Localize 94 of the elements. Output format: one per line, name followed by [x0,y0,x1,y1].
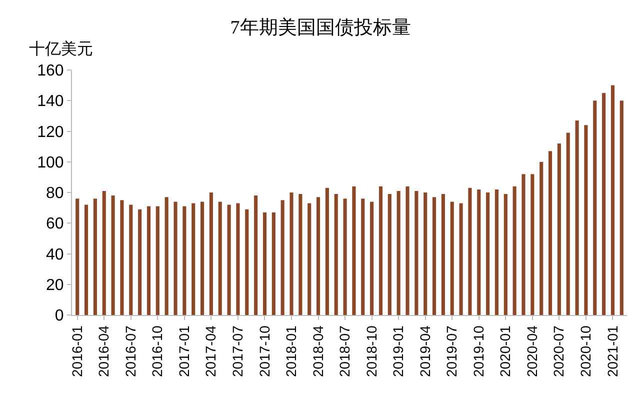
x-tick-label: 2016-01 [68,325,85,377]
bar [218,202,222,315]
x-tick-label: 2021-01 [604,325,620,377]
bar [575,120,579,315]
bar [530,174,534,315]
y-axis-title: 十亿美元 [29,40,93,58]
x-tick-label: 2020-01 [497,325,514,377]
bar [486,192,490,315]
bar [370,202,374,315]
bar [156,206,160,315]
bar [272,212,276,315]
bar [378,186,383,315]
bar [200,202,204,315]
bar [477,189,481,315]
x-tick-label: 2020-10 [578,325,594,377]
bar [620,100,624,315]
bar [424,192,428,315]
bar [316,197,320,315]
x-tick-label: 2018-01 [283,325,300,377]
x-tick-label: 2017-07 [230,325,246,377]
x-tick-label: 2019-07 [444,325,460,377]
bar [76,198,80,315]
bar [182,206,186,315]
y-tick-label: 0 [54,308,64,325]
x-tick-label: 2020-04 [524,325,540,377]
bar [290,192,294,315]
bar [566,132,570,315]
bar [254,196,258,315]
bar [262,212,267,315]
bar [146,206,151,315]
x-tick-label: 2018-07 [336,325,353,377]
bar [209,192,213,315]
bar [361,198,365,315]
bar [459,203,463,315]
bar [522,174,526,315]
bar [610,85,615,315]
bar [280,200,284,315]
x-tick-label: 2017-01 [176,325,192,377]
bar [432,197,436,315]
bar [245,209,249,315]
bar [352,186,356,315]
bar [441,194,445,315]
bar [494,189,499,315]
bar [593,100,597,315]
bar [388,194,392,315]
y-tick-label: 40 [46,246,64,264]
x-tick-label: 2017-04 [202,325,219,377]
y-tick-label: 100 [37,154,64,172]
x-tick-label: 2016-04 [96,325,112,377]
bar [192,203,196,315]
bar [548,151,552,315]
y-tick-label: 140 [37,93,64,110]
bar [468,188,472,315]
y-tick-label: 120 [37,124,64,141]
bar [584,125,588,315]
chart-title: 7年期美国国债投标量 [230,16,411,38]
x-tick-label: 2017-10 [256,325,272,377]
bar [602,92,606,315]
bar [93,198,97,315]
y-tick-label: 20 [46,276,64,294]
x-tick-label: 2019-04 [416,325,433,377]
x-tick-label: 2016-10 [149,325,166,377]
bar [504,194,508,315]
bar [396,190,400,315]
bar [174,202,178,315]
bar [102,190,106,315]
bar [334,194,338,315]
x-tick-label: 2019-01 [390,325,406,377]
bar [129,204,133,315]
bar [406,186,410,315]
bar [512,186,516,315]
y-tick-label: 80 [46,185,64,202]
bar [325,188,329,315]
x-tick-label: 2018-10 [363,325,380,377]
y-tick-label: 60 [46,216,64,233]
bar [414,190,418,315]
bar [138,209,142,315]
bar [84,204,88,315]
bar [298,194,302,315]
bar [120,200,124,315]
bar [111,196,115,315]
bar [308,203,312,315]
bar [343,198,347,315]
y-tick-label: 160 [37,62,64,80]
bar [450,202,454,315]
bar [236,203,240,315]
bar [557,144,561,315]
bar [540,162,544,315]
x-tick-label: 2020-07 [550,325,567,377]
x-tick-label: 2016-07 [122,325,138,377]
bar [227,204,231,315]
bar [164,197,168,315]
x-tick-label: 2018-04 [310,325,326,377]
x-tick-label: 2019-10 [470,325,486,377]
